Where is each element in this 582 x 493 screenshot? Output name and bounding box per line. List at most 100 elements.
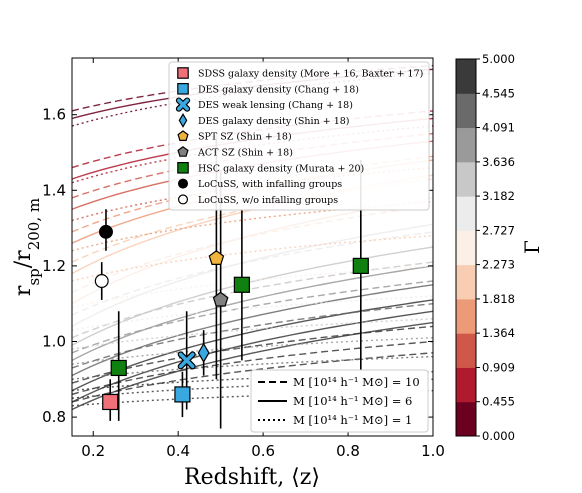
colorbar-tick-label: 1.818 xyxy=(482,292,515,306)
model-curve xyxy=(72,265,433,362)
model-curve xyxy=(72,246,433,346)
colorbar-tick-label: 0.909 xyxy=(482,360,515,374)
y-tick-label: 1.2 xyxy=(42,257,66,275)
y-tick-label: 0.8 xyxy=(42,408,66,426)
colorbar-segment xyxy=(456,264,476,300)
x-tick-label: 0.4 xyxy=(166,442,190,460)
series-legend: SDSS galaxy density (More + 16, Baxter +… xyxy=(168,61,430,211)
line-style-legend: M [10¹⁴ h⁻¹ M⊙] = 10 M [10¹⁴ h⁻¹ M⊙] = 6 M… xyxy=(250,369,429,433)
colorbar-tick-label: 3.636 xyxy=(482,155,515,169)
model-curve xyxy=(72,337,433,365)
plot-frame xyxy=(71,57,434,437)
series-legend-label: HSC galaxy density (Murata + 20) xyxy=(198,163,364,174)
colorbar-tick-label: 1.364 xyxy=(482,326,515,340)
model-curve xyxy=(72,235,433,282)
colorbar-segment xyxy=(456,333,476,368)
model-curve xyxy=(72,284,433,377)
model-curve xyxy=(72,166,433,222)
marker-square xyxy=(110,359,127,377)
model-curve xyxy=(72,352,433,403)
line-style-label: M [10¹⁴ h⁻¹ M⊙] = 10 xyxy=(293,375,420,389)
series-legend-label: DES weak lensing (Chang + 18) xyxy=(198,100,353,111)
model-curve xyxy=(72,223,433,328)
colorbar-segment xyxy=(456,59,476,94)
marker-pentagon xyxy=(208,250,225,265)
x-tick-label: 0.8 xyxy=(336,442,360,460)
colorbar-frame xyxy=(455,58,477,437)
y-tick-label: 1.0 xyxy=(42,333,66,351)
line-style-legend-box xyxy=(250,369,429,433)
model-curve xyxy=(72,310,433,403)
marker-circle xyxy=(99,224,113,239)
marker-circle-open xyxy=(94,274,109,288)
y-tick-label: 1.4 xyxy=(42,181,66,199)
series-legend-box xyxy=(168,61,430,211)
marker-square xyxy=(102,393,119,411)
model-curve xyxy=(72,265,433,309)
colorbar-label: Γ xyxy=(520,240,544,254)
marker-square xyxy=(177,82,189,95)
colorbar: 0.000 0.455 0.909 1.364 1.818 2.273 2.727 3.182… xyxy=(455,52,515,443)
marker-square xyxy=(177,162,189,174)
marker-pentagon xyxy=(177,146,189,157)
colorbar-tick-label: 4.091 xyxy=(482,121,515,135)
colorbar-tick-label: 5.000 xyxy=(482,52,515,66)
marker-square xyxy=(352,257,369,274)
x-axis-label: Redshift, ⟨z⟩ xyxy=(184,465,320,490)
series-legend-label: SPT SZ (Shin + 18) xyxy=(198,132,292,143)
colorbar-segment xyxy=(456,93,476,129)
marker-square xyxy=(233,276,250,293)
series-legend-label: LoCuSS, w/o infalling groups xyxy=(198,195,338,206)
series-legend-label: SDSS galaxy density (More + 16, Baxter +… xyxy=(198,69,423,80)
colorbar-segment xyxy=(456,161,476,197)
colorbar-tick-label: 4.545 xyxy=(482,86,515,100)
y-axis-label: rsp/r200, m xyxy=(11,198,43,296)
series-legend-label: LoCuSS, with infalling groups xyxy=(198,179,342,190)
model-curve xyxy=(72,261,433,339)
model-curve xyxy=(72,355,433,380)
model-curve xyxy=(72,280,433,354)
x-axis: 0.2 0.4 0.6 0.8 1.0 xyxy=(81,58,445,460)
marker-x xyxy=(177,351,196,370)
data-markers xyxy=(94,224,369,411)
model-curve xyxy=(72,318,433,350)
model-curve xyxy=(72,340,433,396)
marker-diamond xyxy=(178,112,188,128)
model-curve xyxy=(72,295,433,331)
colorbar-tick-label: 0.455 xyxy=(482,395,515,409)
colorbar-tick-label: 0.000 xyxy=(482,429,515,443)
series-legend-label: DES galaxy density (Shin + 18) xyxy=(198,116,350,127)
marker-circle-open xyxy=(177,194,189,205)
colorbar-tick-label: 2.273 xyxy=(482,258,515,272)
marker-x xyxy=(175,97,191,112)
model-curve xyxy=(72,200,433,252)
colorbar-tick-label: 2.727 xyxy=(482,223,515,237)
colorbar-segment xyxy=(456,196,476,231)
model-curve xyxy=(72,231,433,316)
colorbar-segment xyxy=(456,298,476,334)
y-tick-label: 1.6 xyxy=(42,106,66,124)
colorbar-tick-label: 3.182 xyxy=(482,189,515,203)
series-legend-label: ACT SZ (Shin + 18) xyxy=(197,148,293,159)
x-tick-label: 1.0 xyxy=(421,442,445,460)
line-style-label: M [10¹⁴ h⁻¹ M⊙] = 6 xyxy=(293,394,412,408)
colorbar-segment xyxy=(456,367,476,403)
y-axis: 0.8 1.0 1.2 1.4 1.6 xyxy=(42,106,433,426)
marker-diamond xyxy=(197,342,210,364)
marker-circle xyxy=(177,178,189,189)
colorbar-segment xyxy=(456,230,476,266)
colorbar-segment xyxy=(456,401,476,437)
series-legend-label: DES galaxy density (Chang + 18) xyxy=(198,84,359,95)
model-curve xyxy=(72,204,433,294)
x-tick-label: 0.2 xyxy=(81,442,105,460)
x-tick-label: 0.6 xyxy=(251,442,275,460)
marker-pentagon xyxy=(212,291,229,307)
model-curve xyxy=(72,299,433,392)
marker-square xyxy=(174,386,191,403)
model-curve xyxy=(72,72,433,127)
marker-pentagon xyxy=(177,130,189,141)
colorbar-segment xyxy=(456,127,476,163)
line-style-label: M [10¹⁴ h⁻¹ M⊙] = 1 xyxy=(293,413,412,427)
marker-square xyxy=(177,67,189,79)
